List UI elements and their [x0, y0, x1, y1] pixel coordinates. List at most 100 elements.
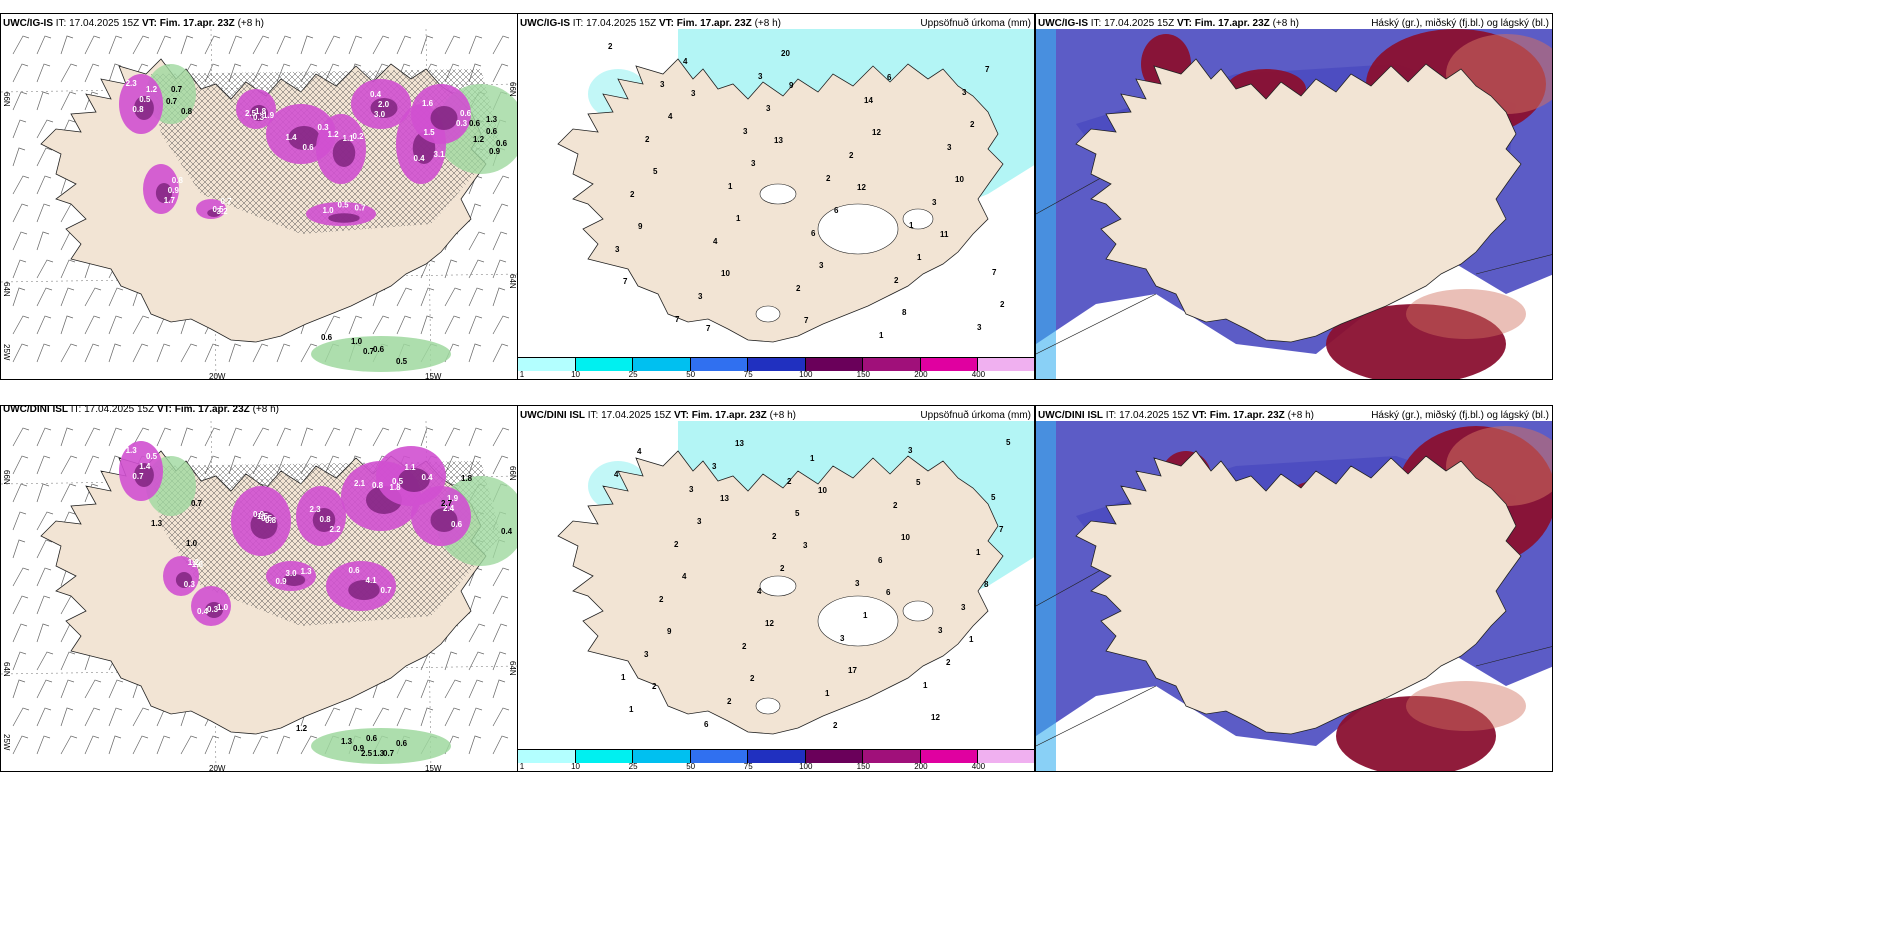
wind-barb	[132, 343, 149, 363]
precip-value-label: 12	[857, 183, 866, 192]
purple-core	[134, 463, 154, 487]
colorbar-tick-label: 150	[856, 762, 871, 771]
lat-label-64n: 64N	[2, 662, 11, 677]
magenta-value-label: 1.2	[328, 130, 340, 139]
wind-barb	[84, 735, 100, 755]
wind-barb	[492, 595, 509, 615]
wind-barb	[36, 623, 50, 643]
wind-barb	[300, 343, 318, 363]
precip-value-label: 2	[1000, 300, 1005, 309]
precip-value-labels: 2313121177912109107625138743612432333201…	[608, 42, 1005, 340]
magenta-value-label: 1.4	[286, 133, 298, 142]
wind-barb	[468, 623, 486, 643]
wind-barb	[348, 315, 363, 335]
magenta-value-label: 0.5	[213, 205, 225, 214]
precip-value-label: 7	[992, 268, 997, 277]
wind-barb	[444, 707, 461, 727]
wind-barb	[84, 679, 102, 699]
wind-barb	[324, 707, 341, 727]
wind-barb	[492, 63, 509, 83]
wind-barb	[420, 287, 435, 307]
precip-value-label: 3	[697, 517, 702, 526]
glacier-white	[755, 305, 781, 323]
precip-value-label: 3	[908, 446, 913, 455]
green-value-label: 1.0	[351, 337, 363, 346]
green-value-label: 2.5	[361, 749, 373, 758]
purple-core	[370, 98, 398, 118]
purple-core	[288, 126, 320, 150]
precip-map-svg: 2313121177912109107625138743612432333201…	[557, 29, 1034, 343]
colorbar-swatch	[633, 357, 691, 371]
wind-barb	[468, 231, 486, 251]
wind-barb	[84, 483, 99, 503]
lon-label-20w: 20W	[209, 372, 226, 380]
green-value-label: 0.9	[353, 744, 365, 753]
parallel-line	[1, 273, 517, 283]
wind-barb	[468, 287, 484, 307]
magenta-value-label: 2.2	[330, 525, 342, 534]
magenta-precip-areas	[119, 74, 471, 226]
wind-barb	[36, 483, 50, 503]
wind-barb	[12, 707, 30, 727]
precip-value-label: 1	[909, 221, 914, 230]
magenta-value-label: 1.1	[343, 134, 355, 143]
wind-barb	[180, 35, 194, 55]
precip-value-label: 20	[781, 49, 790, 58]
lat-label-64n: 64N	[2, 282, 11, 297]
precip-value-label: 3	[698, 292, 703, 301]
wind-barb	[420, 427, 434, 447]
magenta-value-label: 2.1	[354, 479, 366, 488]
wind-barb	[156, 427, 172, 447]
wind-barb	[324, 427, 341, 447]
wind-barb	[492, 35, 510, 55]
green-value-label: 0.7	[171, 85, 183, 94]
precip-value-label: 3	[691, 89, 696, 98]
colorbar-swatch	[748, 749, 806, 763]
panel-bottom-middle-precip: UWC/DINI ISL IT: 17.04.2025 15Z VT: Fim.…	[517, 405, 1035, 772]
precip-value-label: 7	[985, 65, 990, 74]
wind-barb	[492, 175, 510, 195]
colorbar-tick-label: 50	[686, 370, 696, 379]
colorbar-tick-label: 1	[519, 762, 525, 771]
wind-barb	[60, 707, 74, 727]
wind-barb	[420, 315, 434, 335]
precip-value-label: 6	[886, 588, 891, 597]
precip-value-label: 12	[765, 619, 774, 628]
precip-value-label: 3	[932, 198, 937, 207]
wind-barb	[12, 343, 29, 363]
wind-barb	[36, 707, 52, 727]
magenta-value-label: 1.9	[263, 111, 275, 120]
wind-barb	[468, 735, 482, 755]
mid-cloud-area	[1406, 289, 1526, 339]
magenta-value-label: 0.6	[349, 566, 361, 575]
wind-barb	[12, 595, 29, 615]
wind-barb	[420, 707, 434, 727]
precip-value-label: 2	[894, 276, 899, 285]
lat-label-66n: 66N	[2, 470, 11, 485]
magenta-value-label: 0.8	[132, 105, 144, 114]
wind-barb	[444, 651, 458, 671]
iceland-land	[1075, 450, 1522, 735]
wind-barb	[36, 175, 52, 195]
wind-barb	[372, 35, 390, 55]
precip-value-label: 5	[991, 493, 996, 502]
magenta-value-label: 0.8	[372, 481, 384, 490]
glacier-white	[817, 595, 899, 647]
precip-value-label: 3	[938, 626, 943, 635]
green-value-label: 0.7	[191, 499, 203, 508]
magenta-value-label: 0.7	[132, 472, 144, 481]
precip-value-label: 2	[630, 190, 635, 199]
wind-barb	[468, 427, 483, 447]
precip-value-label: 4	[668, 112, 673, 121]
precip-value-label: 17	[848, 666, 857, 675]
wind-barb	[204, 35, 221, 55]
green-value-label: 0.6	[396, 739, 408, 748]
colorbar-swatch	[575, 749, 634, 763]
wind-barb	[60, 343, 78, 363]
cloud-title: Háský (gr.), miðský (fj.bl.) og lágský (…	[1371, 18, 1549, 29]
high-cloud-area	[1326, 304, 1506, 379]
wind-barb	[84, 455, 100, 475]
wind-barb	[372, 707, 390, 727]
wind-barb	[492, 343, 509, 363]
precip-value-label: 9	[667, 627, 672, 636]
